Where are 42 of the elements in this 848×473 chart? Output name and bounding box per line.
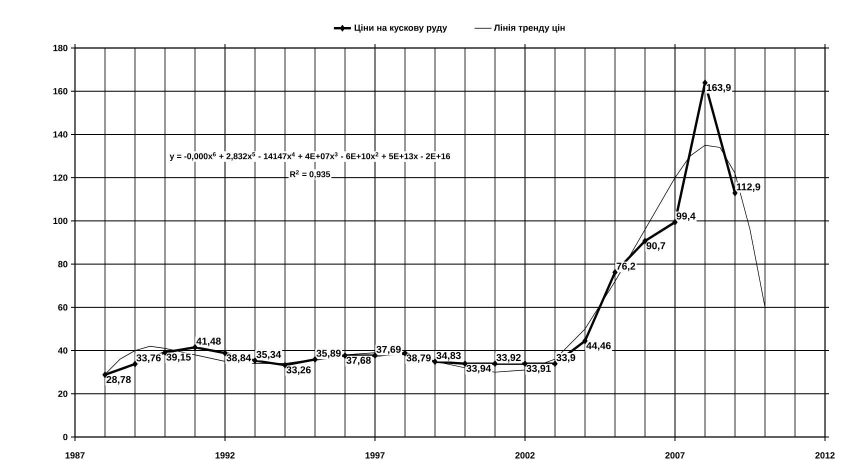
data-label: 33,91 (526, 364, 551, 374)
data-label: 35,89 (316, 350, 341, 358)
data-label: 38,84 (226, 354, 252, 363)
annotation: R$^{2}$ = 0,935 (290, 170, 330, 178)
data-label: 163,9 (706, 84, 731, 92)
data-label: 99,4 (676, 212, 696, 221)
data-label: 39,15 (166, 354, 191, 362)
y-tick-label: 40 (58, 347, 68, 354)
x-tick-label: 1992 (216, 452, 235, 459)
x-tick-label: 2007 (665, 452, 685, 459)
x-tick-label: 1987 (66, 452, 85, 459)
legend-label: Ціни на кускову руду (354, 24, 448, 33)
data-label: 44,46 (586, 342, 611, 351)
x-tick-label: 1997 (366, 452, 385, 459)
data-label: 33,94 (466, 364, 492, 374)
x-tick-label: 2002 (515, 452, 535, 459)
data-label: 37,69 (376, 346, 401, 354)
data-label: 112,9 (736, 183, 760, 192)
data-label: 33,9 (556, 354, 576, 363)
y-tick-label: 80 (58, 260, 68, 268)
data-label: 28,78 (106, 376, 131, 385)
y-tick-label: 180 (53, 44, 68, 52)
data-label: 37,68 (346, 356, 371, 366)
y-tick-label: 100 (53, 218, 68, 224)
data-label: 35,34 (256, 350, 282, 360)
data-label: 41,48 (196, 338, 221, 346)
data-label: 33,92 (496, 354, 521, 362)
y-tick-label: 20 (58, 390, 68, 397)
data-label: 90,7 (646, 242, 666, 251)
legend-label: Лінія тренду цін (494, 24, 565, 33)
data-label: 33,76 (136, 354, 161, 363)
y-tick-label: 160 (53, 88, 68, 94)
data-label: 34,83 (436, 352, 461, 361)
data-label: 76,2 (616, 262, 636, 272)
y-tick-label: 120 (53, 174, 68, 181)
data-label: 33,26 (286, 366, 311, 375)
y-tick-label: 0 (63, 434, 68, 440)
y-tick-label: 60 (58, 304, 68, 311)
data-label: 38,79 (406, 354, 431, 363)
x-tick-label: 2012 (815, 452, 835, 459)
y-tick-label: 140 (53, 131, 68, 138)
text: y = -0,000x$^{6}$ + 2,832x$^{5}$ - 14147x$^{4}$ + 4E+07x$^{3}$ - 6E+10x$^{2}$ + 5E+13x - 2E+16 (170, 152, 450, 161)
